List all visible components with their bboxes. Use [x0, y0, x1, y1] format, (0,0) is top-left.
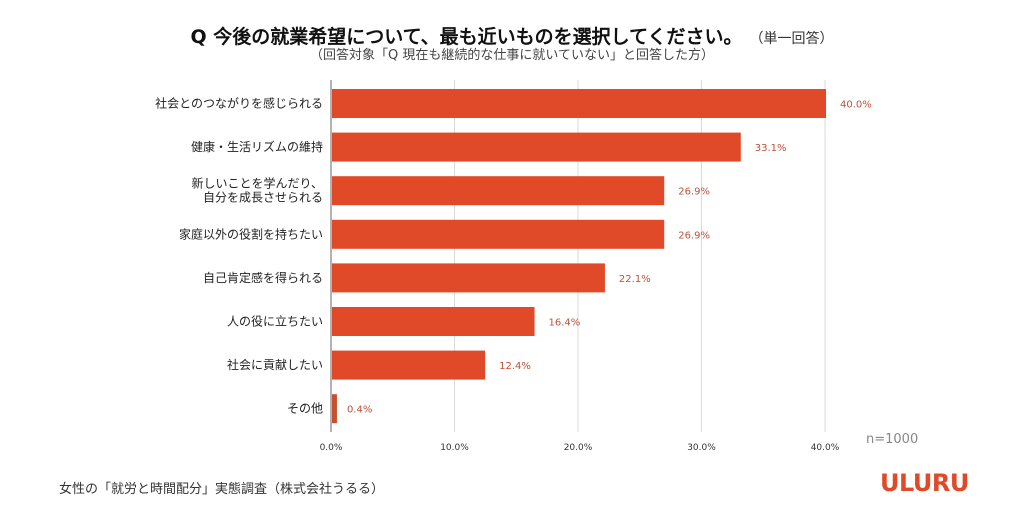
x-tick-label: 20.0%	[564, 443, 593, 453]
chart-title-note: （単一回答）	[756, 31, 834, 47]
x-tick-label: 40.0%	[811, 443, 840, 453]
x-tick-label: 10.0%	[440, 443, 469, 453]
bar	[332, 89, 826, 118]
bar	[332, 263, 605, 293]
bar	[332, 176, 665, 206]
bar	[332, 350, 486, 380]
bar	[332, 132, 741, 162]
value-label: 26.9%	[678, 230, 710, 241]
bar	[332, 307, 535, 336]
chart-title-main: Q 今後の就業希望について、最も近いものを選択してください。	[190, 26, 743, 48]
value-label: 40.0%	[840, 100, 872, 111]
value-labels: 40.0% 33.1% 26.9% 26.9% 22.1% 16.4% 12.4% 0.4%	[347, 100, 872, 416]
category-label: 新しいことを学んだり、	[191, 176, 323, 191]
value-label: 0.4%	[347, 405, 372, 416]
category-labels: 社会とのつながりを感じられる健康・生活リズムの維持新しいことを学んだり、自分を成…	[155, 96, 323, 416]
category-label: 自分を成長させられる	[203, 191, 323, 205]
sample-size-label: n=1000	[866, 432, 919, 447]
category-label: その他	[287, 402, 323, 416]
category-label: 健康・生活リズムの維持	[191, 139, 323, 154]
x-tick-labels: 0.0% 10.0% 20.0% 30.0% 40.0%	[320, 443, 840, 453]
bars	[332, 89, 826, 424]
chart-title: Q 今後の就業希望について、最も近いものを選択してください。 （単一回答）	[0, 22, 1024, 49]
value-label: 12.4%	[499, 361, 531, 372]
x-tick-label: 30.0%	[687, 443, 716, 453]
category-label: 人の役に立ちたい	[227, 314, 323, 329]
value-label: 22.1%	[619, 274, 651, 285]
category-label: 家庭以外の役割を持ちたい	[179, 226, 323, 241]
category-label: 社会とのつながりを感じられる	[155, 96, 323, 111]
value-label: 16.4%	[549, 318, 581, 329]
brand-logo: ULURU	[880, 469, 969, 497]
bar	[332, 219, 665, 249]
x-tick-label: 0.0%	[320, 443, 343, 453]
bar	[332, 394, 337, 424]
chart-subtitle: （回答対象「Q 現在も継続的な仕事に就いていない」と回答した方）	[310, 48, 714, 63]
value-label: 33.1%	[755, 143, 787, 154]
source-note: 女性の「就労と時間配分」実態調査（株式会社うるる）	[59, 482, 385, 497]
category-label: 自己肯定感を得られる	[203, 270, 323, 285]
brand-logo-text: ULURU	[880, 469, 969, 497]
category-label: 社会に貢献したい	[227, 357, 323, 372]
value-label: 26.9%	[678, 187, 710, 198]
